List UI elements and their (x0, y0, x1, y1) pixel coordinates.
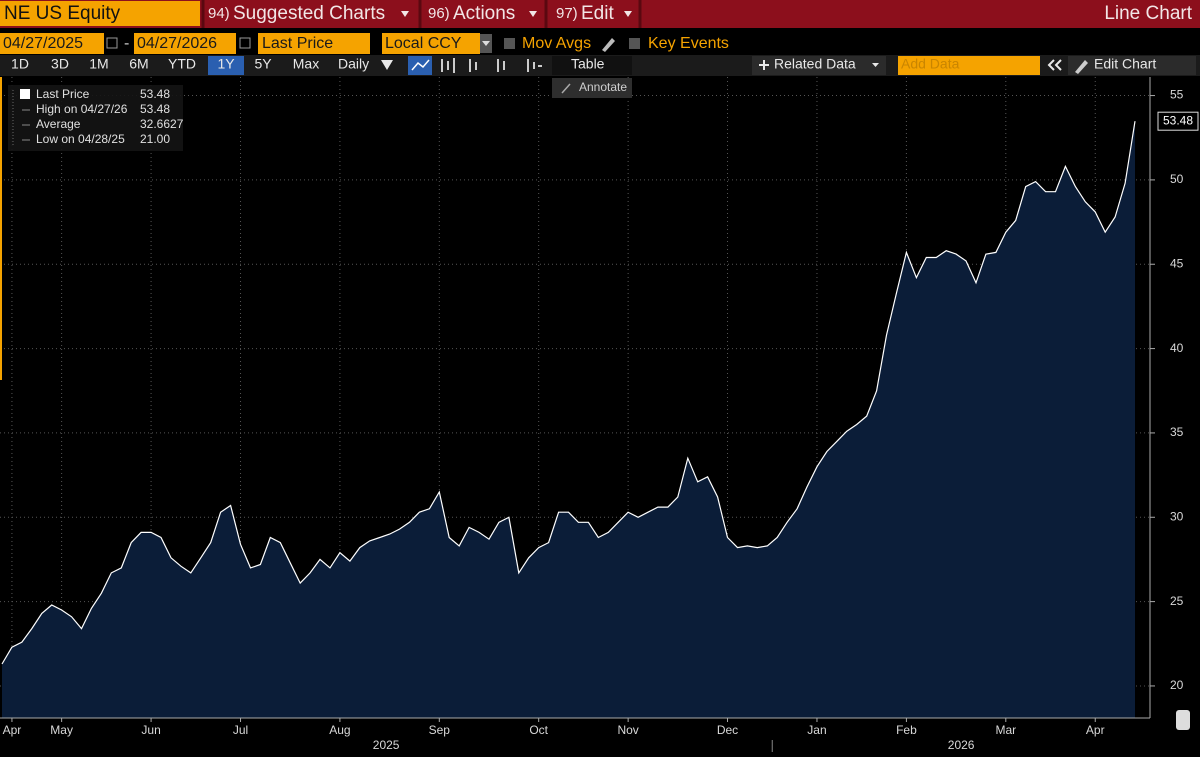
range-selected (208, 56, 244, 75)
field-input[interactable] (258, 33, 370, 54)
y-tick-label: 25 (1170, 594, 1184, 608)
stat-label: High on 04/27/26 (36, 102, 128, 116)
range-button[interactable]: 5Y (254, 56, 272, 72)
plus-icon (759, 60, 769, 70)
legend-value: 53.48 (140, 87, 170, 101)
related-button[interactable] (752, 56, 886, 75)
legend-swatch (20, 89, 30, 99)
range-button[interactable]: YTD (168, 56, 196, 72)
checkbox[interactable] (504, 38, 515, 49)
range-button[interactable]: 1M (89, 56, 108, 72)
edit-chart-button[interactable] (1068, 56, 1196, 75)
frequency[interactable]: Daily (338, 56, 369, 72)
y-tick-label: 30 (1170, 509, 1184, 523)
dropdown-arrow (872, 63, 879, 67)
end-date-input[interactable] (134, 33, 236, 54)
y-tick-label: 55 (1170, 88, 1184, 102)
x-tick-label: Jul (233, 723, 248, 737)
stat-value: 32.6627 (140, 117, 184, 131)
x-tick-label: Jan (807, 723, 826, 737)
menu-number: 94) (208, 5, 230, 22)
x-tick-label: Dec (717, 723, 738, 737)
corner-icon[interactable] (1176, 710, 1190, 730)
menu-number: 97) (556, 5, 578, 22)
collapse-icon[interactable] (1047, 59, 1062, 71)
chart-type-icons[interactable] (441, 58, 542, 73)
x-tick-label: Mar (995, 723, 1016, 737)
calendar-icon[interactable] (106, 37, 118, 49)
dropdown-arrow (624, 11, 632, 17)
dropdown-arrow (401, 11, 409, 17)
y-tick-label: 20 (1170, 678, 1184, 692)
add-data-input[interactable] (898, 56, 1040, 75)
legend-entry: Last Price (36, 87, 90, 101)
last-value-label: 53.48 (1163, 113, 1193, 127)
line-icon (411, 59, 430, 71)
field: Last Price (262, 35, 333, 52)
table-button[interactable] (552, 56, 632, 75)
annotate: Annotate (579, 80, 627, 94)
x-tick-label: Apr (3, 723, 22, 737)
dropdown-arrow (529, 11, 537, 17)
option: Mov Avgs (522, 35, 591, 52)
menu-number: 96) (428, 5, 450, 22)
y-tick-label: 50 (1170, 172, 1184, 186)
edge-marker (0, 77, 2, 380)
annotate-icon (561, 83, 571, 94)
x-tick-label: Aug (329, 723, 350, 737)
x-tick-label: Feb (896, 723, 917, 737)
x-tick-label: Oct (529, 723, 548, 737)
menu-label[interactable]: Actions (453, 3, 515, 24)
stat-value: 21.00 (140, 132, 170, 146)
stat-label: Low on 04/28/25 (36, 132, 125, 146)
range-button[interactable]: 1D (11, 56, 29, 72)
add-data: Add Data (901, 56, 960, 72)
y-tick-label: 40 (1170, 341, 1184, 355)
price-area (2, 121, 1135, 718)
end-date: 04/27/2026 (137, 35, 217, 52)
range-button[interactable]: Max (293, 56, 319, 72)
range-button[interactable]: 6M (129, 56, 148, 72)
related-data: Related Data (774, 56, 856, 72)
currency: Local CCY (385, 35, 462, 52)
edit-chart: Edit Chart (1094, 56, 1156, 72)
x-tick-label: May (50, 723, 73, 737)
dropdown-arrow (381, 60, 393, 70)
chart-kind: Line Chart (1104, 3, 1192, 24)
x-tick-label: Sep (429, 723, 451, 737)
option: Key Events (648, 35, 729, 52)
last-value-tag (1157, 111, 1199, 131)
calendar-icon[interactable] (239, 37, 251, 49)
y-tick-label: 35 (1170, 425, 1184, 439)
pencil-icon (1075, 60, 1088, 74)
annotate-button[interactable] (552, 78, 632, 98)
security-input[interactable] (0, 1, 200, 26)
date-separator: - (124, 35, 129, 52)
y-tick-label: 45 (1170, 256, 1184, 270)
dropdown-arrow (482, 41, 490, 46)
menu-label[interactable]: Suggested Charts (233, 3, 385, 24)
x-tick-label: Apr (1086, 723, 1105, 737)
year-label: 2025 (373, 738, 400, 752)
x-tick-label: Nov (617, 723, 638, 737)
checkbox[interactable] (629, 38, 640, 49)
security: NE US Equity (4, 3, 121, 24)
legend-box (8, 85, 183, 151)
year-label: 2026 (948, 738, 975, 752)
start-date-input[interactable] (0, 33, 104, 54)
stat-value: 53.48 (140, 102, 170, 116)
stat-label: Average (36, 117, 81, 131)
table: Table (571, 56, 605, 72)
start-date: 04/27/2025 (3, 35, 83, 52)
range-button[interactable]: 3D (51, 56, 69, 72)
currency-input[interactable] (382, 33, 480, 54)
x-tick-label: Jun (141, 723, 160, 737)
menu-label[interactable]: Edit (581, 3, 614, 24)
price-line (1, 121, 1136, 665)
range-button[interactable]: 1Y (217, 56, 235, 72)
pencil-icon[interactable] (602, 38, 615, 52)
